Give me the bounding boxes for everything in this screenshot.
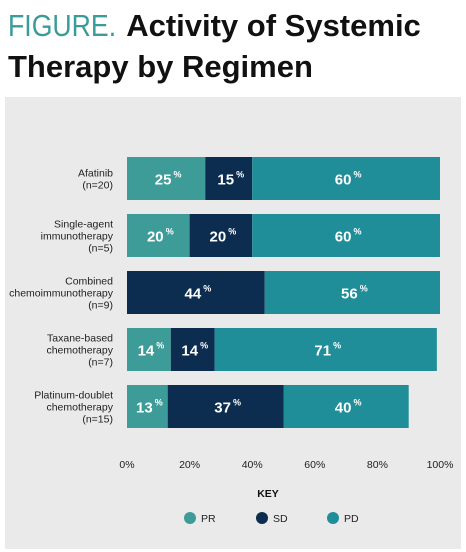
legend-title: KEY bbox=[257, 488, 279, 500]
category-label: chemotherapy bbox=[46, 402, 113, 414]
data-label-percent: % bbox=[155, 398, 163, 408]
x-tick-label: 20% bbox=[179, 459, 200, 471]
category-label: (n=5) bbox=[88, 243, 113, 255]
data-label-percent: % bbox=[233, 398, 241, 408]
bar-segment-pr bbox=[127, 157, 206, 200]
x-tick-label: 60% bbox=[304, 459, 325, 471]
x-tick-label: 0% bbox=[119, 459, 134, 471]
category-label: Combined bbox=[65, 276, 113, 288]
data-label: 60 bbox=[335, 229, 352, 246]
bar-segment-sd bbox=[189, 214, 253, 257]
data-label: 20 bbox=[147, 229, 164, 246]
figure-title-line2: Therapy by Regimen bbox=[8, 49, 313, 84]
data-label-percent: % bbox=[354, 398, 362, 408]
data-label: 13 bbox=[136, 400, 153, 417]
bar-segment-sd bbox=[205, 157, 253, 200]
legend-swatch-pr bbox=[184, 512, 196, 524]
category-label: Platinum-doublet bbox=[34, 390, 113, 402]
category-label: chemotherapy bbox=[46, 345, 113, 357]
category-label: chemoimmunotherapy bbox=[9, 288, 114, 300]
category-label: immunotherapy bbox=[41, 231, 114, 243]
data-label-percent: % bbox=[156, 341, 164, 351]
data-label: 14 bbox=[181, 343, 198, 360]
data-label-percent: % bbox=[354, 170, 362, 180]
bar-segment-pr bbox=[127, 214, 190, 257]
category-label: (n=20) bbox=[82, 180, 113, 192]
data-label: 14 bbox=[138, 343, 155, 360]
data-label-percent: % bbox=[360, 284, 368, 294]
x-tick-label: 80% bbox=[367, 459, 388, 471]
legend-swatch-sd bbox=[256, 512, 268, 524]
bar-segment-pd bbox=[264, 271, 440, 314]
category-label: (n=7) bbox=[88, 357, 113, 369]
data-label: 44 bbox=[185, 286, 202, 303]
data-label-percent: % bbox=[200, 341, 208, 351]
data-label-percent: % bbox=[166, 227, 174, 237]
x-tick-label: 100% bbox=[427, 459, 454, 471]
data-label: 37 bbox=[214, 400, 231, 417]
category-label: (n=15) bbox=[82, 414, 113, 426]
data-label: 25 bbox=[155, 172, 172, 189]
bar-segment-pd bbox=[214, 328, 437, 371]
data-label-percent: % bbox=[228, 227, 236, 237]
bar-segment-sd bbox=[170, 328, 215, 371]
x-tick-label: 40% bbox=[242, 459, 263, 471]
data-label-percent: % bbox=[333, 341, 341, 351]
figure-title: FIGURE. Activity of Systemic Therapy by … bbox=[8, 8, 458, 90]
data-label: 56 bbox=[341, 286, 358, 303]
figure-title-line1: Activity of Systemic bbox=[126, 8, 421, 43]
data-label: 20 bbox=[210, 229, 227, 246]
bar-segment-sd bbox=[127, 271, 265, 314]
legend-label-pd: PD bbox=[344, 513, 359, 525]
data-label-percent: % bbox=[203, 284, 211, 294]
bar-segment-pd bbox=[252, 214, 440, 257]
data-label: 60 bbox=[335, 172, 352, 189]
category-label: Single-agent bbox=[54, 219, 113, 231]
legend-label-pr: PR bbox=[201, 513, 216, 525]
data-label-percent: % bbox=[236, 170, 244, 180]
data-label: 71 bbox=[314, 343, 331, 360]
data-label: 40 bbox=[335, 400, 352, 417]
category-label: Afatinib bbox=[78, 168, 113, 180]
data-label-percent: % bbox=[174, 170, 182, 180]
category-label: Taxane-based bbox=[47, 333, 113, 345]
bar-segment-pd bbox=[283, 385, 409, 428]
legend-swatch-pd bbox=[327, 512, 339, 524]
bar-segment-pr bbox=[127, 385, 168, 428]
data-label: 15 bbox=[217, 172, 234, 189]
legend-label-sd: SD bbox=[273, 513, 288, 525]
bar-segment-pd bbox=[252, 157, 440, 200]
category-label: (n=9) bbox=[88, 300, 113, 312]
bar-segment-sd bbox=[167, 385, 284, 428]
bar-segment-pr bbox=[127, 328, 171, 371]
figure-prefix: FIGURE. bbox=[8, 8, 117, 43]
data-label-percent: % bbox=[354, 227, 362, 237]
